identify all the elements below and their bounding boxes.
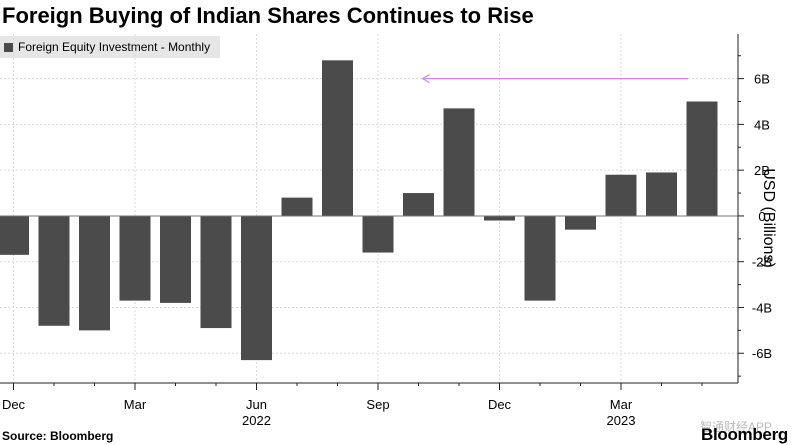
x-tick-label: Sep — [366, 397, 389, 412]
arrow-head — [421, 74, 430, 84]
x-year-label: 2023 — [607, 413, 636, 428]
y-tick-label: 2B — [754, 163, 770, 178]
bar-oct-2022 — [403, 193, 434, 216]
bar-mar-2023 — [605, 174, 637, 216]
chart-title: Foreign Buying of Indian Shares Continue… — [2, 3, 534, 28]
legend-label: Foreign Equity Investment - Monthly — [18, 40, 211, 54]
bar-jan-2022 — [38, 215, 70, 326]
x-tick-label: Jun — [246, 397, 267, 412]
legend: Foreign Equity Investment - Monthly — [0, 36, 221, 58]
x-tick-label: Mar — [124, 397, 147, 412]
bar-aug-2022 — [322, 60, 353, 216]
y-tick-label: -2B — [752, 255, 772, 270]
bar-may-2022 — [200, 215, 232, 329]
bar-jul-2022 — [281, 197, 313, 216]
y-tick-label: 6B — [754, 72, 770, 87]
bar-dec-2021 — [0, 215, 29, 255]
bar-apr-2022 — [160, 215, 191, 303]
bar-jun-2022 — [241, 215, 272, 361]
annotation-arrow — [421, 74, 688, 84]
source-note: Source: Bloomberg — [2, 429, 114, 443]
x-tick-label: Mar — [610, 397, 633, 412]
grid-lines — [0, 34, 738, 383]
y-tick-label: 0 — [758, 209, 765, 224]
bar-feb-2023 — [565, 215, 596, 230]
bar-jan-2023 — [524, 215, 556, 301]
y-tick-label: -6B — [752, 346, 772, 361]
bar-may-2023 — [686, 101, 718, 216]
y-tick-label: 4B — [754, 117, 770, 132]
bar-feb-2022 — [79, 215, 110, 331]
x-tick-label: Dec — [488, 397, 512, 412]
bloomberg-logo: Bloomberg — [700, 425, 788, 444]
x-year-label: 2022 — [242, 413, 271, 428]
bar-nov-2022 — [443, 108, 475, 216]
bar-dec-2022 — [484, 215, 515, 221]
bar-mar-2022 — [119, 215, 151, 301]
y-tick-label: -4B — [752, 300, 772, 315]
legend-swatch — [4, 42, 13, 52]
y-axis-title: USD (Billions) — [760, 168, 777, 268]
bar-apr-2023 — [646, 172, 677, 216]
bars — [0, 60, 718, 361]
y-axis: 6B 4B 2B 0 -2B -4B -6B — [737, 34, 772, 383]
x-tick-label: Dec — [2, 397, 26, 412]
watermark: 智通财经APP — [699, 420, 772, 434]
bar-sep-2022 — [362, 215, 394, 253]
x-axis: Dec Mar Jun Sep Dec Mar 2022 2023 — [0, 382, 738, 428]
